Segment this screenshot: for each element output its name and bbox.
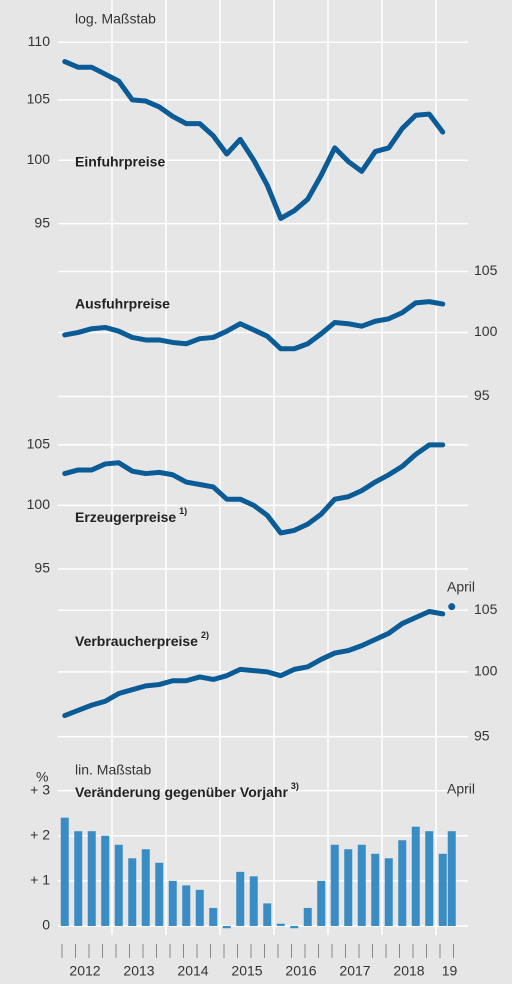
- y-tick-label: 95: [474, 727, 490, 743]
- bar: [276, 923, 285, 926]
- x-tick-label: 2014: [177, 963, 208, 979]
- panel-title: Einfuhrpreise: [75, 154, 165, 170]
- bar: [182, 885, 191, 926]
- bar: [249, 876, 258, 926]
- x-tick-label: 2018: [393, 963, 424, 979]
- bar: [447, 831, 456, 926]
- april-label: April: [447, 579, 475, 595]
- x-tick-label: 2012: [69, 963, 100, 979]
- y-tick-label: + 2: [30, 826, 50, 842]
- title-text: Erzeugerpreise: [75, 509, 176, 525]
- bar: [101, 835, 110, 926]
- bar: [438, 853, 447, 926]
- bar: [128, 858, 137, 926]
- bar: [371, 853, 380, 926]
- panel-title: Ausfuhrpreise: [75, 296, 170, 312]
- y-tick-label: + 1: [30, 872, 50, 888]
- x-tick-label: 2013: [123, 963, 154, 979]
- scale-label: lin. Maßstab: [75, 762, 151, 778]
- y-tick-label: 100: [474, 663, 498, 679]
- y-tick-label: 95: [34, 560, 50, 576]
- unit-label: %: [36, 769, 48, 785]
- april-label: April: [447, 781, 475, 797]
- bar: [411, 826, 420, 926]
- bar: [209, 907, 218, 926]
- y-tick-label: 95: [34, 214, 50, 230]
- bar: [114, 844, 123, 926]
- y-tick-label: 100: [27, 496, 51, 512]
- bar: [398, 840, 407, 926]
- y-tick-label: 100: [27, 151, 51, 167]
- y-tick-label: + 3: [30, 781, 50, 797]
- title-text: Veränderung gegenüber Vorjahr: [75, 784, 288, 800]
- bar: [290, 925, 299, 929]
- x-tick-label: 2017: [339, 963, 370, 979]
- line-series: [62, 442, 446, 536]
- april-point: [448, 603, 456, 611]
- bar: [384, 858, 393, 926]
- bar: [155, 862, 164, 926]
- y-tick-label: 105: [27, 436, 51, 452]
- title-text: Verbraucherpreise: [75, 633, 198, 649]
- y-tick-label: 100: [474, 323, 498, 339]
- bar: [222, 925, 231, 929]
- y-tick-label: 110: [28, 33, 51, 49]
- y-tick-label: 105: [474, 262, 498, 278]
- bar: [168, 880, 177, 926]
- footnote: 1): [179, 506, 187, 516]
- bar: [263, 903, 272, 926]
- bar: [87, 831, 96, 926]
- bar: [344, 849, 353, 926]
- line-series: [62, 299, 446, 352]
- panel-title: Erzeugerpreise 1): [75, 506, 187, 524]
- footnote: 2): [201, 630, 209, 640]
- bar: [60, 817, 69, 926]
- bar: [317, 880, 326, 926]
- bar: [303, 907, 312, 926]
- panel-title: Veränderung gegenüber Vorjahr 3): [75, 781, 299, 799]
- bar: [141, 849, 150, 926]
- x-tick-label: 2015: [231, 963, 262, 979]
- bar: [357, 844, 366, 926]
- bar: [236, 871, 245, 926]
- bar: [74, 831, 83, 926]
- x-tick-label: 2016: [285, 963, 316, 979]
- bar: [195, 889, 204, 926]
- line-series: [62, 608, 446, 719]
- line-series: [62, 59, 446, 221]
- y-tick-label: 105: [474, 601, 498, 617]
- y-tick-label: 105: [27, 91, 51, 107]
- footnote: 3): [291, 781, 299, 791]
- x-tick-label: 19: [442, 963, 458, 979]
- panel-title: Verbraucherpreise 2): [75, 630, 209, 648]
- bar: [425, 831, 434, 926]
- y-tick-label: 95: [474, 387, 490, 403]
- y-tick-label: 0: [42, 917, 50, 933]
- bar: [330, 844, 339, 926]
- scale-label: log. Maßstab: [75, 11, 156, 27]
